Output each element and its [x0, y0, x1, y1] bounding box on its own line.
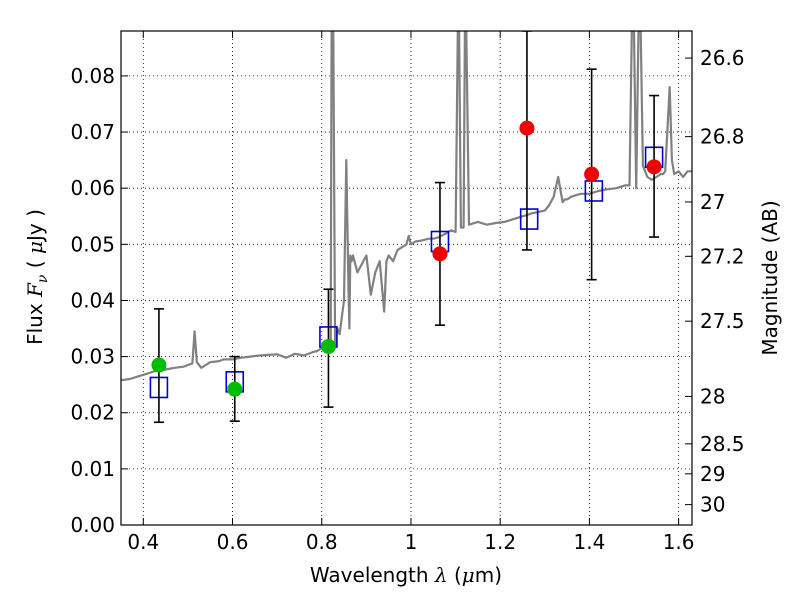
magnitude-tick-label: 30	[700, 493, 725, 517]
y-tick-label: 0.03	[70, 345, 115, 369]
x-tick-label: 1.6	[663, 530, 695, 554]
magnitude-tick-label: 28	[700, 384, 725, 408]
magnitude-axis-label: Magnitude (AB)	[758, 200, 782, 355]
x-tick-label: 1.2	[484, 530, 516, 554]
magnitude-tick-label: 27.2	[700, 244, 745, 268]
magnitude-tick-label: 27.5	[700, 309, 745, 333]
x-tick-label: 1	[405, 530, 418, 554]
x-tick-label: 0.8	[306, 530, 338, 554]
y-tick-label: 0.01	[70, 457, 115, 481]
observed-flux-point	[432, 246, 448, 262]
y-tick-label: 0.06	[70, 176, 115, 200]
x-tick-label: 0.4	[127, 530, 159, 554]
y-axis-label: Flux Fν ( μJy )	[23, 209, 51, 345]
magnitude-tick-label: 27	[700, 190, 725, 214]
magnitude-tick-label: 26.8	[700, 125, 745, 149]
magnitude-tick-label: 28.5	[700, 432, 745, 456]
observed-flux-point	[519, 120, 535, 136]
observed-flux-point	[646, 159, 662, 175]
x-tick-label: 0.6	[217, 530, 249, 554]
plot-area	[121, 31, 692, 424]
observed-flux-point	[320, 338, 336, 354]
y-tick-label: 0.05	[70, 232, 115, 256]
observed-flux-point	[151, 357, 167, 373]
y-tick-label: 0.04	[70, 288, 115, 312]
y-tick-label: 0.02	[70, 401, 115, 425]
x-axis-label: Wavelength λ (μm)	[310, 563, 502, 587]
x-tick-label: 1.4	[573, 530, 605, 554]
plot-border	[120, 30, 693, 526]
y-tick-label: 0.08	[70, 64, 115, 88]
magnitude-tick-label: 29	[700, 462, 725, 486]
y-tick-label: 0.00	[70, 513, 115, 537]
plot-frame	[120, 30, 693, 526]
y-tick-label: 0.07	[70, 120, 115, 144]
observed-flux-point	[227, 381, 243, 397]
model-flux-square	[519, 208, 539, 230]
axis-ticks: 0.4 0.6 0.8 1 1.2 1.4 1.6 0.00 0.01 0.02 0.03 0.04 0…	[70, 31, 745, 554]
spectrum-line	[121, 31, 692, 382]
magnitude-tick-label: 26.6	[700, 46, 745, 70]
observed-flux-point	[584, 166, 600, 182]
